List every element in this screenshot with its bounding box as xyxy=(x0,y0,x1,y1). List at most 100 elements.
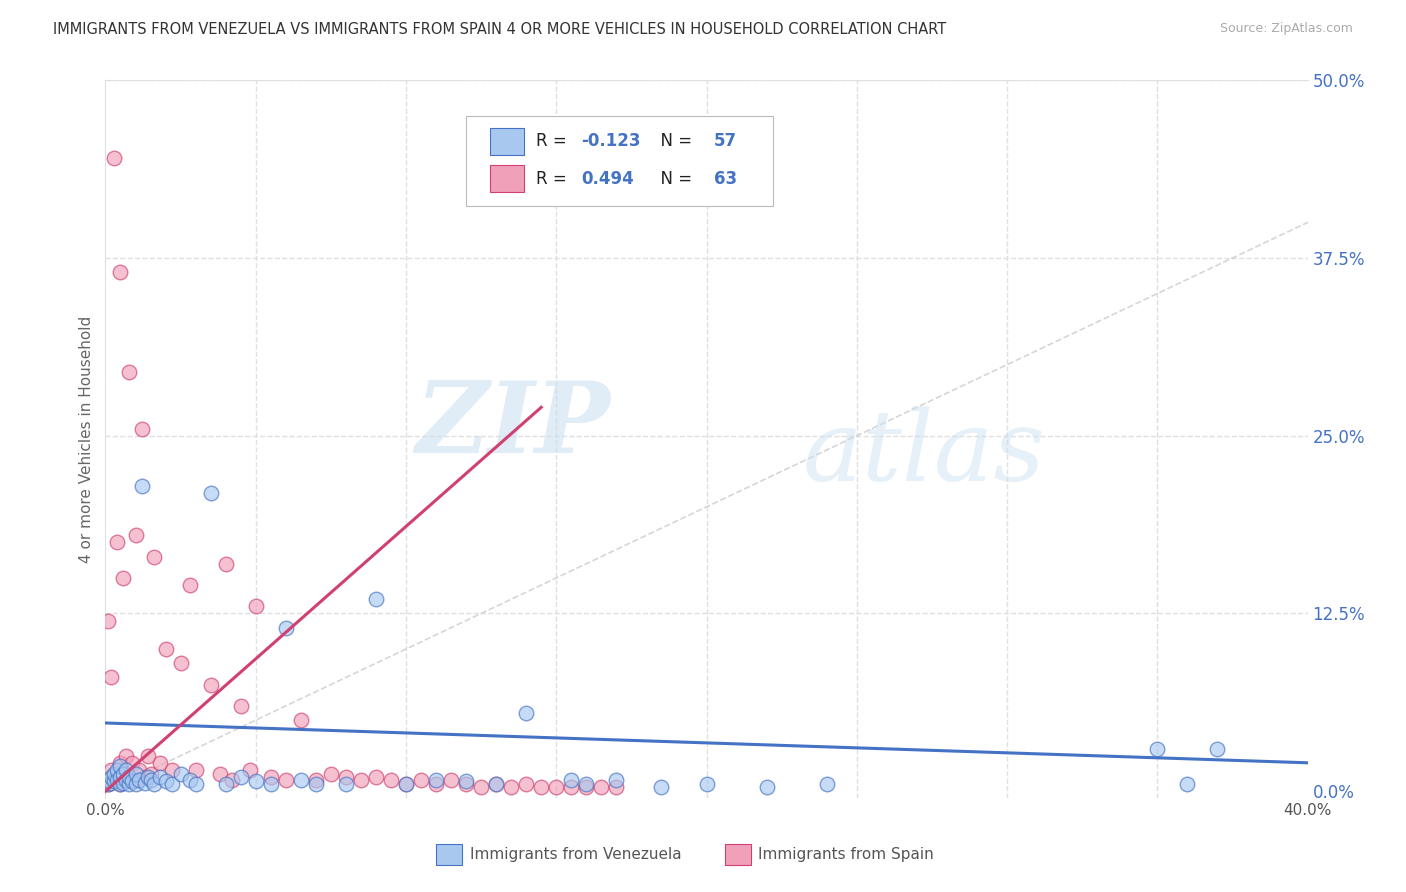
Point xyxy=(112,775,135,789)
Text: R =: R = xyxy=(536,132,572,151)
Point xyxy=(97,614,120,628)
Point xyxy=(650,780,672,794)
Point xyxy=(229,770,252,784)
Point xyxy=(136,748,159,763)
Point xyxy=(239,763,262,777)
Point xyxy=(515,777,537,791)
Point xyxy=(290,713,312,727)
Point xyxy=(131,422,153,436)
Text: -0.123: -0.123 xyxy=(582,132,641,151)
Point xyxy=(124,777,146,791)
Point xyxy=(155,642,177,657)
Point xyxy=(124,767,146,781)
Point xyxy=(560,772,582,787)
Text: Immigrants from Spain: Immigrants from Spain xyxy=(758,847,934,862)
Point xyxy=(142,777,165,791)
Point xyxy=(142,549,165,564)
Point xyxy=(128,763,150,777)
Point xyxy=(575,777,598,791)
Point xyxy=(169,767,191,781)
Point xyxy=(1146,741,1168,756)
Point xyxy=(184,777,207,791)
Point xyxy=(155,774,177,789)
Point xyxy=(456,777,478,791)
Point xyxy=(364,770,387,784)
Point xyxy=(124,528,146,542)
Point xyxy=(208,767,231,781)
Point xyxy=(380,772,402,787)
Point xyxy=(118,770,141,784)
Point xyxy=(274,621,297,635)
Point xyxy=(97,772,120,787)
Point xyxy=(591,780,613,794)
Point xyxy=(200,677,222,691)
Text: 0.494: 0.494 xyxy=(582,169,634,187)
Point xyxy=(110,756,132,770)
Point xyxy=(118,365,141,379)
Point xyxy=(97,777,120,791)
Point xyxy=(229,698,252,713)
Bar xyxy=(436,844,463,865)
Point xyxy=(115,772,138,787)
Text: Source: ZipAtlas.com: Source: ZipAtlas.com xyxy=(1219,22,1353,36)
Text: atlas: atlas xyxy=(803,406,1046,501)
Point xyxy=(100,763,122,777)
Point xyxy=(128,772,150,787)
Point xyxy=(425,772,447,787)
Bar xyxy=(724,844,751,865)
Text: 63: 63 xyxy=(714,169,737,187)
Point xyxy=(755,780,778,794)
Point xyxy=(118,770,141,784)
Point xyxy=(139,767,162,781)
Point xyxy=(200,485,222,500)
Point xyxy=(245,774,267,789)
Point xyxy=(395,777,418,791)
Point xyxy=(605,772,627,787)
Point xyxy=(134,770,156,784)
Text: 57: 57 xyxy=(714,132,737,151)
Point xyxy=(274,772,297,787)
Point xyxy=(319,767,342,781)
Point xyxy=(97,777,120,791)
Bar xyxy=(491,128,524,155)
Point xyxy=(221,772,243,787)
Point xyxy=(115,748,138,763)
Point xyxy=(179,772,201,787)
Point xyxy=(485,777,508,791)
Point xyxy=(815,777,838,791)
Point xyxy=(115,767,138,781)
Point xyxy=(560,780,582,794)
Text: N =: N = xyxy=(650,132,697,151)
Point xyxy=(134,775,156,789)
Point xyxy=(115,763,138,777)
Point xyxy=(118,777,141,791)
Point xyxy=(696,777,718,791)
Point xyxy=(110,777,132,791)
Point xyxy=(485,777,508,791)
Point xyxy=(110,770,132,784)
Point xyxy=(1206,741,1229,756)
Point xyxy=(107,772,129,787)
Point xyxy=(1177,777,1199,791)
Point xyxy=(160,777,183,791)
Point xyxy=(214,557,236,571)
Point xyxy=(245,599,267,614)
Point xyxy=(305,777,328,791)
Point xyxy=(305,772,328,787)
Point xyxy=(425,777,447,791)
Point xyxy=(112,772,135,787)
Point xyxy=(107,763,129,777)
Point xyxy=(290,772,312,787)
Text: ZIP: ZIP xyxy=(415,376,610,473)
Point xyxy=(107,535,129,549)
Point xyxy=(107,770,129,784)
Point xyxy=(100,770,122,784)
Point xyxy=(179,578,201,592)
Point xyxy=(335,770,357,784)
Point xyxy=(260,770,283,784)
Point xyxy=(139,772,162,787)
Point xyxy=(131,478,153,492)
Text: N =: N = xyxy=(650,169,697,187)
Text: R =: R = xyxy=(536,169,572,187)
Text: Immigrants from Venezuela: Immigrants from Venezuela xyxy=(470,847,682,862)
